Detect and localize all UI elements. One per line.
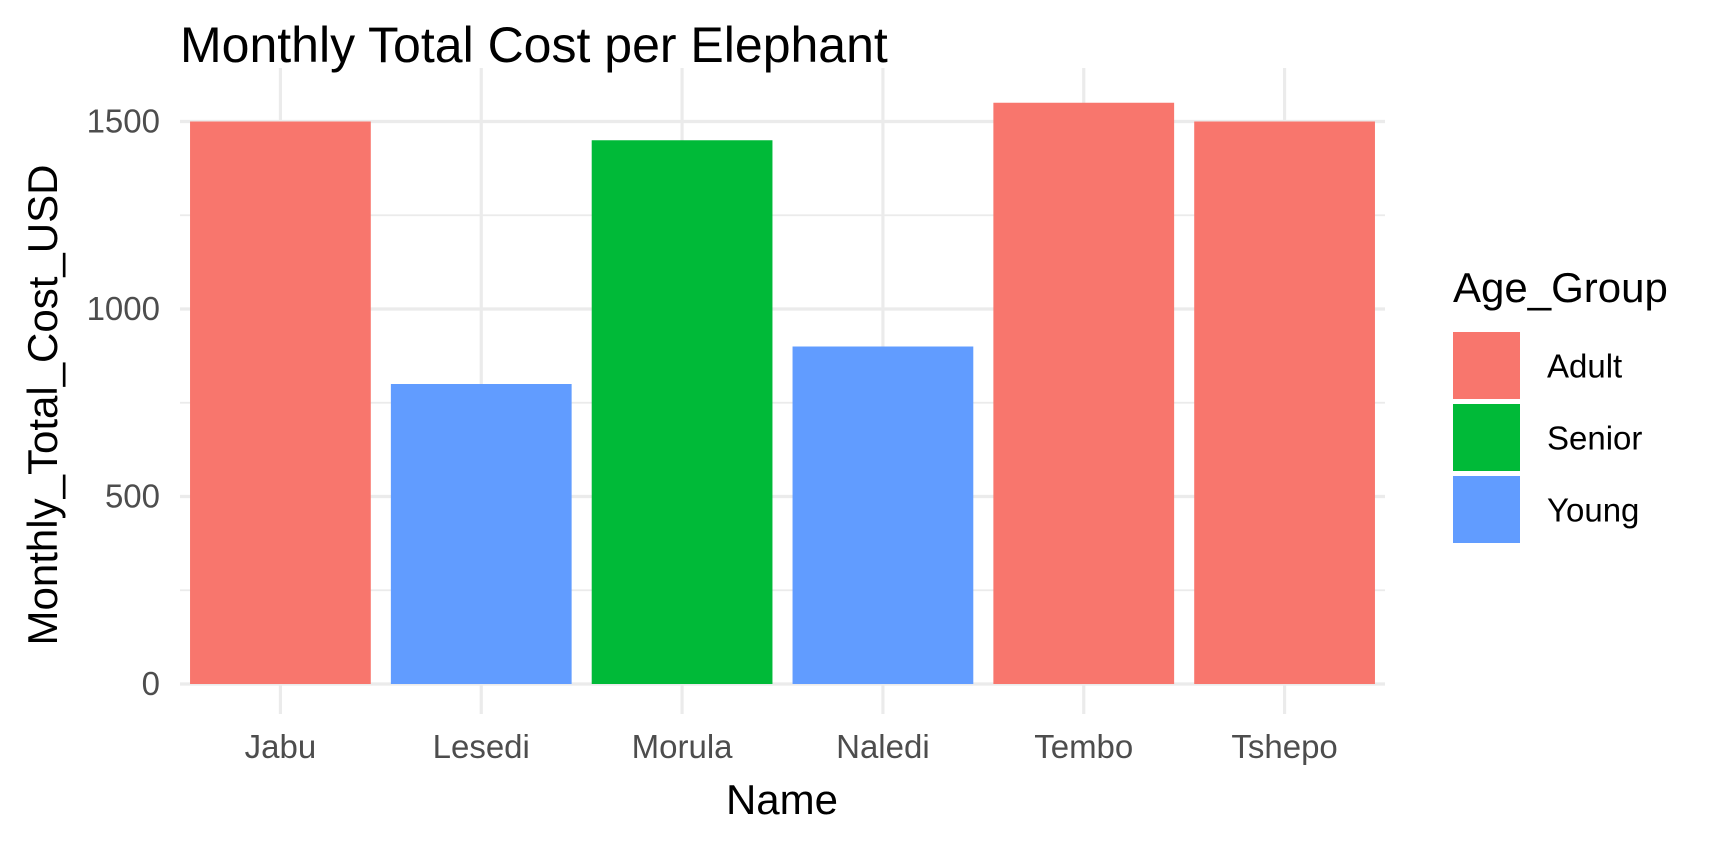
bar-morula — [591, 140, 773, 684]
legend-title: Age_Group — [1453, 264, 1668, 311]
legend: Age_Group Adult Senior Young — [1453, 264, 1668, 543]
legend-entries: Adult Senior Young — [1453, 332, 1642, 543]
chart-title: Monthly Total Cost per Elephant — [180, 17, 888, 73]
x-tick-label: Tshepo — [1231, 728, 1337, 765]
y-tick-label: 0 — [142, 665, 160, 702]
x-tick-label: Naledi — [836, 728, 930, 765]
y-axis-title: Monthly_Total_Cost_USD — [19, 165, 66, 646]
y-tick-label: 1500 — [87, 103, 160, 140]
legend-label-young: Young — [1547, 492, 1639, 529]
bar-tembo — [993, 102, 1175, 684]
x-tick-label: Jabu — [245, 728, 317, 765]
bar-jabu — [190, 121, 371, 684]
legend-key-senior — [1453, 404, 1520, 471]
x-axis-ticks: Jabu Lesedi Morula Naledi Tembo Tshepo — [245, 728, 1338, 765]
x-tick-label: Lesedi — [433, 728, 530, 765]
bar-tshepo — [1194, 121, 1375, 684]
legend-label-senior: Senior — [1547, 420, 1642, 457]
x-tick-label: Morula — [632, 728, 734, 765]
legend-key-adult — [1453, 332, 1520, 399]
bar-naledi — [792, 346, 974, 684]
y-axis-ticks: 0 500 1000 1500 — [87, 103, 160, 703]
y-tick-label: 1000 — [87, 290, 160, 327]
bar-lesedi — [390, 384, 572, 684]
bars — [190, 102, 1375, 684]
legend-label-adult: Adult — [1547, 348, 1622, 385]
x-tick-label: Tembo — [1034, 728, 1133, 765]
legend-key-young — [1453, 476, 1520, 543]
x-axis-title: Name — [726, 776, 838, 823]
y-tick-label: 500 — [105, 478, 160, 515]
